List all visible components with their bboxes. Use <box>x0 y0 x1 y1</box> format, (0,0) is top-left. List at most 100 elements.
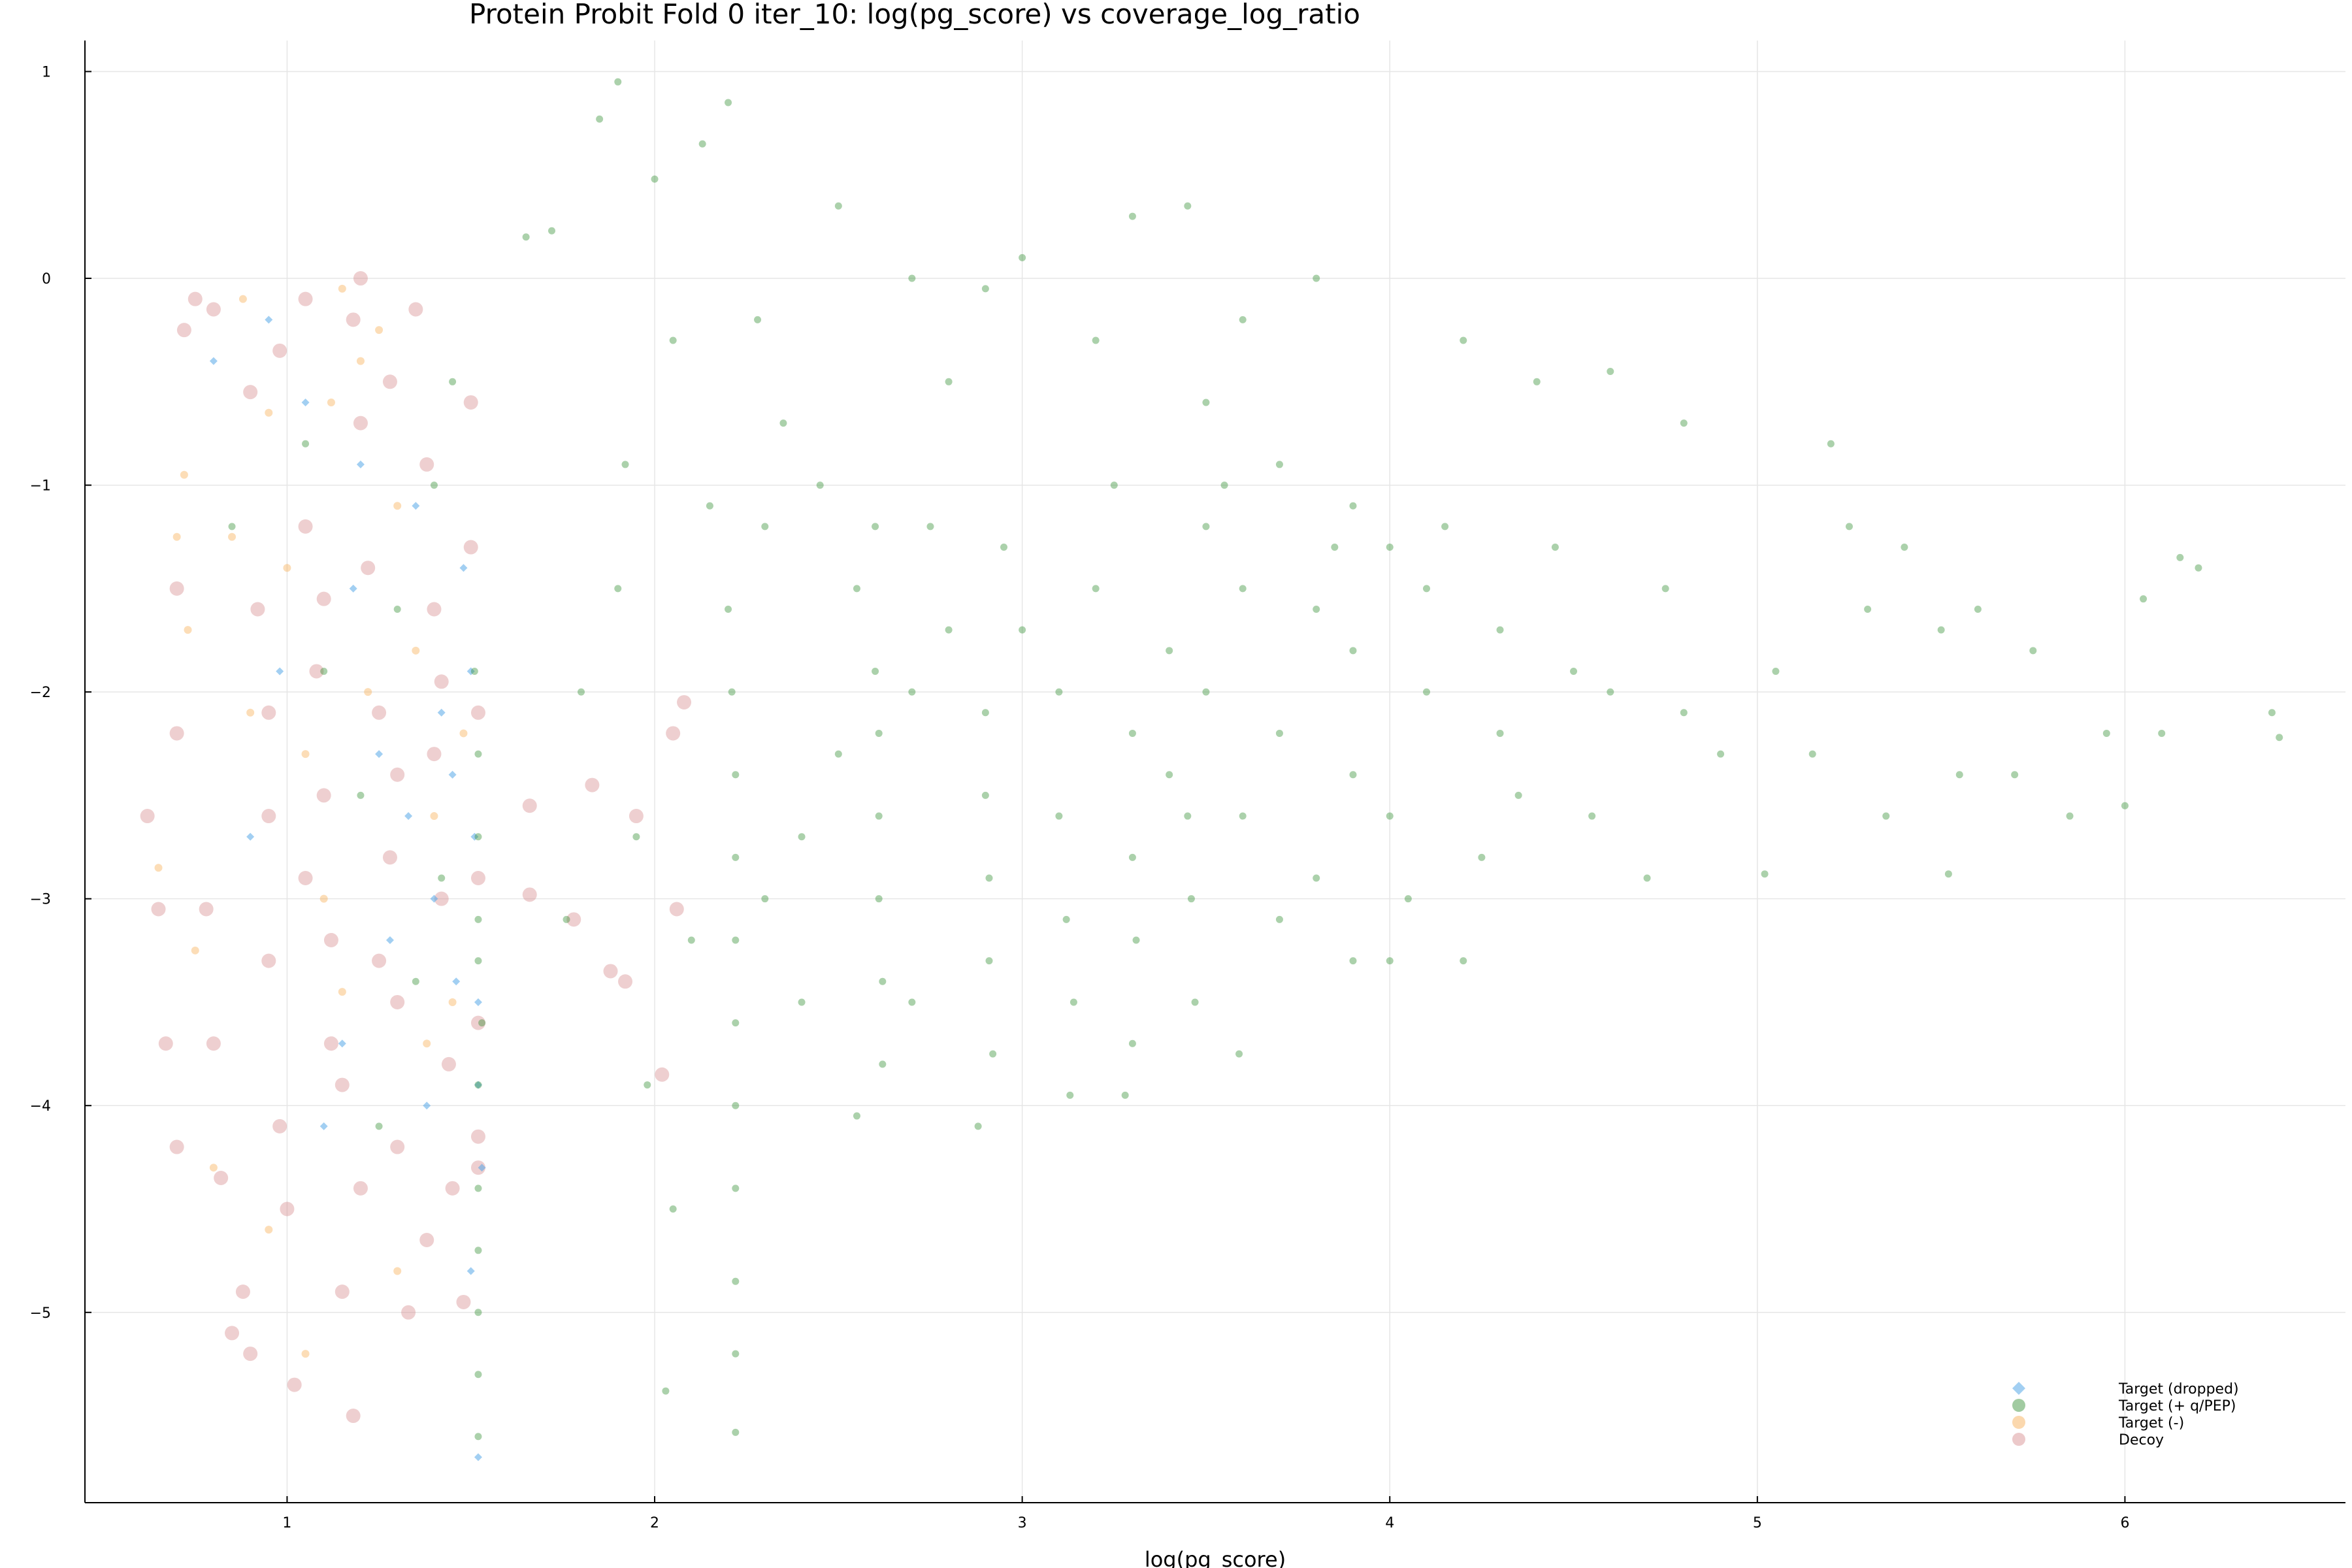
data-point <box>427 747 442 762</box>
data-point <box>1239 812 1247 820</box>
data-point <box>441 1056 456 1071</box>
data-point <box>1184 812 1192 820</box>
data-point <box>1220 482 1228 489</box>
data-point <box>320 667 328 675</box>
data-point <box>1496 626 1504 634</box>
data-points <box>140 78 2283 1462</box>
chart-title: Protein Probit Fold 0 iter_10: log(pg_sc… <box>469 0 1360 30</box>
data-point <box>563 915 570 923</box>
data-point <box>677 694 692 710</box>
data-point <box>419 457 434 472</box>
x-tick-label: 1 <box>282 1515 291 1531</box>
data-point <box>632 833 640 841</box>
data-point <box>1607 688 1614 696</box>
data-point <box>474 1184 482 1192</box>
data-point <box>2140 595 2148 603</box>
data-point <box>445 1181 460 1196</box>
data-point <box>816 482 824 489</box>
data-point <box>261 705 276 720</box>
data-point <box>725 606 732 613</box>
data-point <box>172 532 181 541</box>
data-point <box>250 602 265 617</box>
data-point <box>390 994 405 1009</box>
data-point <box>474 1081 482 1089</box>
data-point <box>834 202 842 210</box>
data-point <box>732 853 740 861</box>
data-point <box>522 887 537 902</box>
data-point <box>301 1350 310 1358</box>
data-point <box>478 1019 486 1027</box>
data-point <box>1570 667 1578 675</box>
data-point <box>981 791 989 799</box>
data-point <box>621 461 629 468</box>
data-point <box>246 832 255 841</box>
series-group <box>154 284 468 1358</box>
y-axis-ticks: 1 0 −1 −2 −3 −4 −5 <box>30 64 91 1322</box>
data-point <box>265 316 273 324</box>
data-point <box>214 1171 229 1186</box>
data-point <box>261 953 276 968</box>
data-point <box>779 419 787 427</box>
data-point <box>1680 709 1688 717</box>
data-point <box>853 585 860 593</box>
y-tick-label: 0 <box>42 271 51 287</box>
data-point <box>448 998 457 1006</box>
data-point <box>732 1428 740 1436</box>
data-point <box>725 99 732 106</box>
data-point <box>2121 802 2129 809</box>
data-point <box>140 809 155 824</box>
data-point <box>474 750 482 758</box>
data-point <box>974 1122 982 1130</box>
data-point <box>1092 585 1100 593</box>
data-point <box>316 591 331 606</box>
legend-label: Target (+ q/PEP) <box>2118 1398 2236 1414</box>
data-point <box>2195 564 2202 572</box>
data-point <box>434 674 449 689</box>
data-point <box>437 708 446 717</box>
data-point <box>466 1267 475 1275</box>
data-point <box>1422 585 1430 593</box>
data-point <box>1202 399 1210 406</box>
data-point <box>706 502 713 510</box>
data-point <box>474 915 482 923</box>
data-point <box>309 664 324 679</box>
x-tick-label: 2 <box>650 1515 659 1531</box>
data-point <box>1808 750 1816 758</box>
data-point <box>618 974 633 989</box>
data-point <box>651 175 659 183</box>
data-point <box>1460 336 1467 344</box>
data-point <box>1349 502 1357 510</box>
data-point <box>655 1067 670 1082</box>
data-point <box>1661 585 1669 593</box>
y-tick-label: −3 <box>30 892 51 908</box>
x-tick-label: 6 <box>2120 1515 2129 1531</box>
data-point <box>209 357 218 365</box>
data-point <box>1235 1050 1243 1058</box>
data-point <box>478 1164 486 1172</box>
data-point <box>298 871 313 886</box>
data-point <box>2268 709 2276 717</box>
data-point <box>225 1326 240 1341</box>
data-point <box>945 626 953 634</box>
data-point <box>412 502 420 510</box>
data-point <box>732 1019 740 1027</box>
data-point <box>319 894 328 903</box>
data-point <box>754 316 762 323</box>
data-point <box>393 1267 402 1275</box>
data-point <box>1944 870 1952 878</box>
data-point <box>1184 202 1192 210</box>
data-point <box>209 1164 218 1172</box>
data-point <box>206 1036 221 1051</box>
data-point <box>981 709 989 717</box>
data-point <box>327 398 335 406</box>
data-point <box>879 977 887 985</box>
data-point <box>283 564 291 572</box>
data-point <box>463 395 478 410</box>
data-point <box>390 1139 405 1154</box>
data-point <box>356 357 365 365</box>
x-tick-label: 5 <box>1753 1515 1762 1531</box>
x-tick-label: 4 <box>1385 1515 1394 1531</box>
data-point <box>908 274 916 282</box>
data-point <box>199 902 214 917</box>
data-point <box>1441 523 1449 531</box>
